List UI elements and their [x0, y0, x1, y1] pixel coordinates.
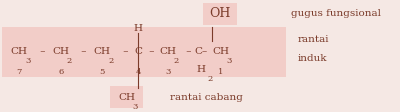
FancyBboxPatch shape — [2, 27, 286, 77]
Text: CH: CH — [11, 47, 28, 56]
Text: OH: OH — [209, 7, 231, 20]
Text: 3: 3 — [226, 57, 232, 65]
FancyBboxPatch shape — [203, 3, 237, 25]
Text: –: – — [146, 47, 158, 56]
Text: C: C — [134, 47, 142, 56]
FancyBboxPatch shape — [110, 86, 143, 108]
Text: 5: 5 — [100, 68, 105, 76]
Text: CH: CH — [212, 47, 229, 56]
Text: rantai: rantai — [297, 35, 329, 44]
Text: 3: 3 — [25, 57, 30, 65]
Text: 7: 7 — [17, 68, 22, 76]
Text: CH: CH — [94, 47, 111, 56]
Text: 3: 3 — [165, 68, 170, 76]
Text: –: – — [120, 47, 131, 56]
Text: 2: 2 — [174, 57, 179, 65]
Text: 6: 6 — [58, 68, 64, 76]
Text: 2: 2 — [67, 57, 72, 65]
Text: H: H — [197, 65, 206, 74]
Text: 3: 3 — [132, 103, 138, 111]
Text: CH: CH — [52, 47, 70, 56]
Text: C–: C– — [195, 47, 208, 56]
Text: –: – — [36, 47, 48, 56]
Text: 2: 2 — [207, 75, 212, 83]
Text: 4: 4 — [136, 68, 141, 76]
Text: 2: 2 — [108, 57, 113, 65]
Text: CH: CH — [159, 47, 176, 56]
Text: gugus fungsional: gugus fungsional — [291, 9, 381, 18]
Text: rantai cabang: rantai cabang — [170, 93, 243, 102]
Text: –: – — [183, 47, 195, 56]
Text: induk: induk — [297, 54, 327, 63]
Text: –: – — [78, 47, 90, 56]
Text: 1: 1 — [218, 68, 224, 76]
Text: CH: CH — [118, 93, 135, 102]
Text: H: H — [134, 24, 143, 33]
